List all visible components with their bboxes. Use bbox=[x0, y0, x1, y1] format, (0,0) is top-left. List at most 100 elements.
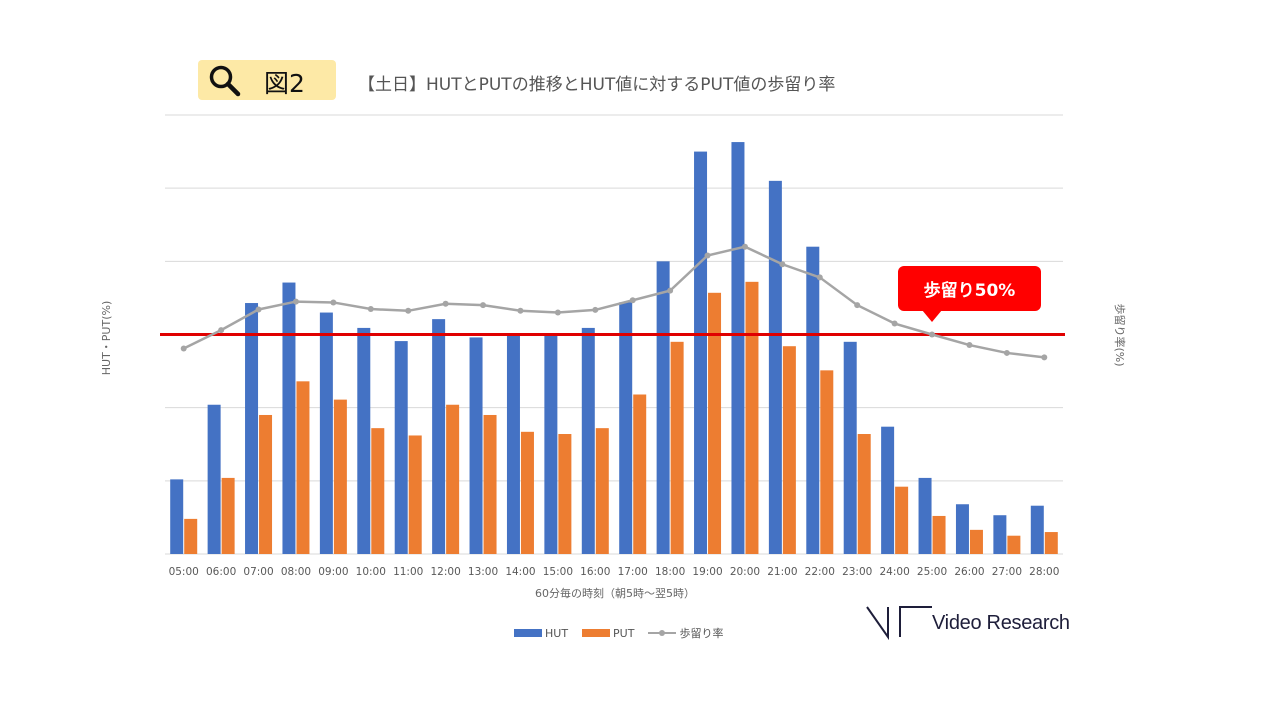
bar-hut bbox=[843, 341, 857, 554]
x-tick-label: 23:00 bbox=[842, 566, 872, 578]
threshold-callout: 歩留り50% bbox=[898, 266, 1041, 322]
brand-name: Video Research bbox=[932, 612, 1070, 634]
retention-line bbox=[183, 245, 1045, 359]
retention-point bbox=[704, 252, 711, 259]
retention-point bbox=[854, 302, 861, 309]
x-tick-label: 19:00 bbox=[692, 566, 722, 578]
bar-put bbox=[333, 399, 347, 554]
legend-label-hut: HUT bbox=[545, 626, 569, 640]
bar-hut bbox=[656, 261, 670, 554]
x-tick-label: 08:00 bbox=[281, 566, 311, 578]
retention-point bbox=[255, 306, 262, 313]
bar-put bbox=[296, 381, 310, 554]
retention-point bbox=[292, 298, 299, 305]
x-tick-label: 26:00 bbox=[954, 566, 984, 578]
x-tick-label: 18:00 bbox=[655, 566, 685, 578]
legend-label-put: PUT bbox=[613, 626, 635, 640]
retention-point bbox=[180, 345, 187, 352]
bar-hut bbox=[544, 335, 558, 554]
retention-point bbox=[480, 302, 487, 309]
legend: HUT PUT 歩留り率 bbox=[514, 625, 723, 641]
bar-put bbox=[558, 434, 572, 554]
x-tick-label: 20:00 bbox=[730, 566, 760, 578]
x-tick-label: 21:00 bbox=[767, 566, 797, 578]
bar-hut bbox=[1030, 505, 1044, 554]
bar-put bbox=[520, 431, 534, 554]
legend-swatch-hut bbox=[514, 629, 542, 637]
bar-hut bbox=[731, 142, 745, 555]
bar-hut bbox=[768, 180, 782, 554]
x-tick-label: 14:00 bbox=[505, 566, 535, 578]
bar-put bbox=[446, 404, 460, 554]
bar-put bbox=[483, 414, 497, 554]
x-tick-label: 09:00 bbox=[318, 566, 348, 578]
x-tick-label: 13:00 bbox=[468, 566, 498, 578]
bar-put bbox=[408, 435, 422, 554]
retention-point bbox=[929, 331, 936, 338]
bar-put bbox=[857, 434, 871, 554]
x-tick-label: 25:00 bbox=[917, 566, 947, 578]
figure-badge: 図2 bbox=[198, 60, 336, 100]
x-tick-label: 28:00 bbox=[1029, 566, 1059, 578]
bar-put bbox=[782, 346, 796, 554]
x-tick-label: 11:00 bbox=[393, 566, 423, 578]
retention-point bbox=[442, 300, 449, 307]
video-research-logo-icon bbox=[866, 606, 932, 640]
bar-put bbox=[595, 428, 609, 554]
bar-hut bbox=[207, 404, 221, 554]
retention-point bbox=[405, 307, 412, 314]
bar-hut bbox=[245, 303, 259, 554]
legend-item-hut: HUT bbox=[514, 627, 568, 640]
bar-hut bbox=[918, 477, 932, 554]
bar-hut bbox=[469, 337, 483, 554]
retention-point bbox=[816, 274, 823, 281]
bar-put bbox=[633, 394, 647, 554]
bar-put bbox=[820, 370, 834, 554]
bar-hut bbox=[170, 479, 184, 554]
y-axis-right-label: 歩留り率(%) bbox=[1113, 303, 1126, 367]
bar-hut bbox=[506, 335, 520, 554]
x-tick-label: 15:00 bbox=[543, 566, 573, 578]
retention-point bbox=[667, 287, 674, 294]
x-tick-label: 10:00 bbox=[356, 566, 386, 578]
x-tick-label: 12:00 bbox=[430, 566, 460, 578]
bar-put bbox=[221, 477, 235, 554]
bar-put bbox=[1007, 535, 1021, 554]
retention-point bbox=[554, 309, 561, 316]
bar-put bbox=[708, 292, 722, 554]
retention-point bbox=[966, 342, 973, 349]
x-tick-label: 06:00 bbox=[206, 566, 236, 578]
bar-hut bbox=[394, 341, 408, 554]
bar-hut bbox=[993, 515, 1007, 554]
retention-point bbox=[779, 261, 786, 268]
y-axis-left-label: HUT・PUT(%) bbox=[100, 300, 113, 376]
bar-hut bbox=[319, 312, 333, 554]
retention-point bbox=[330, 299, 337, 306]
retention-point bbox=[592, 306, 599, 313]
legend-label-retention: 歩留り率 bbox=[679, 627, 724, 640]
x-tick-label: 22:00 bbox=[805, 566, 835, 578]
bar-hut bbox=[955, 504, 969, 554]
retention-point bbox=[891, 320, 898, 327]
retention-point bbox=[1041, 354, 1048, 361]
retention-point bbox=[367, 306, 374, 313]
bar-put bbox=[184, 518, 198, 554]
x-axis-title: 60分毎の時刻（朝5時〜翌5時） bbox=[535, 587, 695, 600]
bar-put bbox=[1044, 532, 1058, 554]
bar-hut bbox=[619, 302, 633, 554]
chart-title: 【土日】HUTとPUTの推移とHUT値に対するPUT値の歩留り率 bbox=[358, 75, 836, 95]
threshold-callout-label: 歩留り50% bbox=[923, 281, 1016, 301]
bar-put bbox=[259, 414, 273, 554]
x-tick-label: 07:00 bbox=[243, 566, 273, 578]
legend-item-retention: 歩留り率 bbox=[648, 625, 723, 641]
x-tick-label: 16:00 bbox=[580, 566, 610, 578]
retention-point bbox=[517, 307, 524, 314]
bar-put bbox=[895, 486, 909, 554]
retention-point bbox=[629, 297, 636, 304]
bar-put bbox=[745, 281, 759, 554]
legend-swatch-retention bbox=[648, 629, 677, 637]
figure-label: 図2 bbox=[264, 69, 305, 98]
bar-put bbox=[932, 515, 946, 554]
x-tick-label: 27:00 bbox=[992, 566, 1022, 578]
